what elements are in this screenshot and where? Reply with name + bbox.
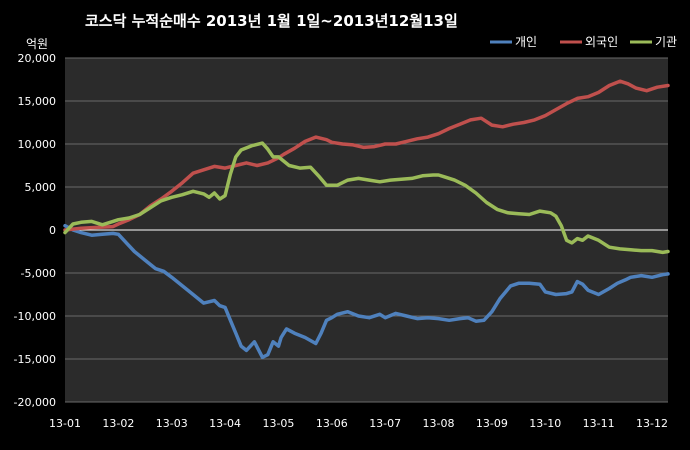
- x-tick-label: 13-09: [476, 417, 508, 430]
- series-lines: [63, 79, 670, 360]
- x-tick-label: 13-04: [209, 417, 241, 430]
- x-tick-label: 13-03: [156, 417, 188, 430]
- x-tick-label: 13-10: [529, 417, 561, 430]
- y-tick-label: -5,000: [21, 267, 56, 280]
- legend-label: 기관: [655, 35, 677, 49]
- y-tick-label: 20,000: [18, 52, 57, 65]
- y-tick-label: 0: [49, 224, 56, 237]
- legend: 개인 외국인 기관: [490, 35, 677, 49]
- y-tick-label: 10,000: [18, 138, 57, 151]
- y-tick-label: 5,000: [25, 181, 57, 194]
- x-tick-label: 13-07: [369, 417, 401, 430]
- x-tick-label: 13-11: [583, 417, 615, 430]
- y-tick-label: -10,000: [14, 310, 56, 323]
- y-tick-labels: 20,000 15,000 10,000 5,000 0 -5,000 -10,000 -15…: [14, 52, 56, 409]
- legend-label: 외국인: [585, 35, 618, 49]
- x-tick-label: 13-02: [102, 417, 134, 430]
- y-axis-label: 억원: [26, 37, 48, 51]
- x-tick-label: 13-12: [636, 417, 668, 430]
- x-tick-labels: 13-01 13-02 13-03 13-04 13-05 13-06 13-07 13-08…: [49, 417, 668, 430]
- x-tick-label: 13-08: [423, 417, 455, 430]
- y-tick-label: 15,000: [18, 95, 57, 108]
- x-tick-label: 13-06: [316, 417, 348, 430]
- series-line-개인: [63, 223, 670, 360]
- x-tick-label: 13-01: [49, 417, 81, 430]
- legend-label: 개인: [515, 35, 537, 49]
- series-line-기관: [63, 141, 670, 255]
- y-tick-label: -20,000: [14, 396, 56, 409]
- y-tick-label: -15,000: [14, 353, 56, 366]
- series-line-외국인: [63, 79, 670, 232]
- x-tick-label: 13-05: [262, 417, 294, 430]
- chart-title: 코스닥 누적순매수 2013년 1월 1일~2013년12월13일: [85, 12, 458, 30]
